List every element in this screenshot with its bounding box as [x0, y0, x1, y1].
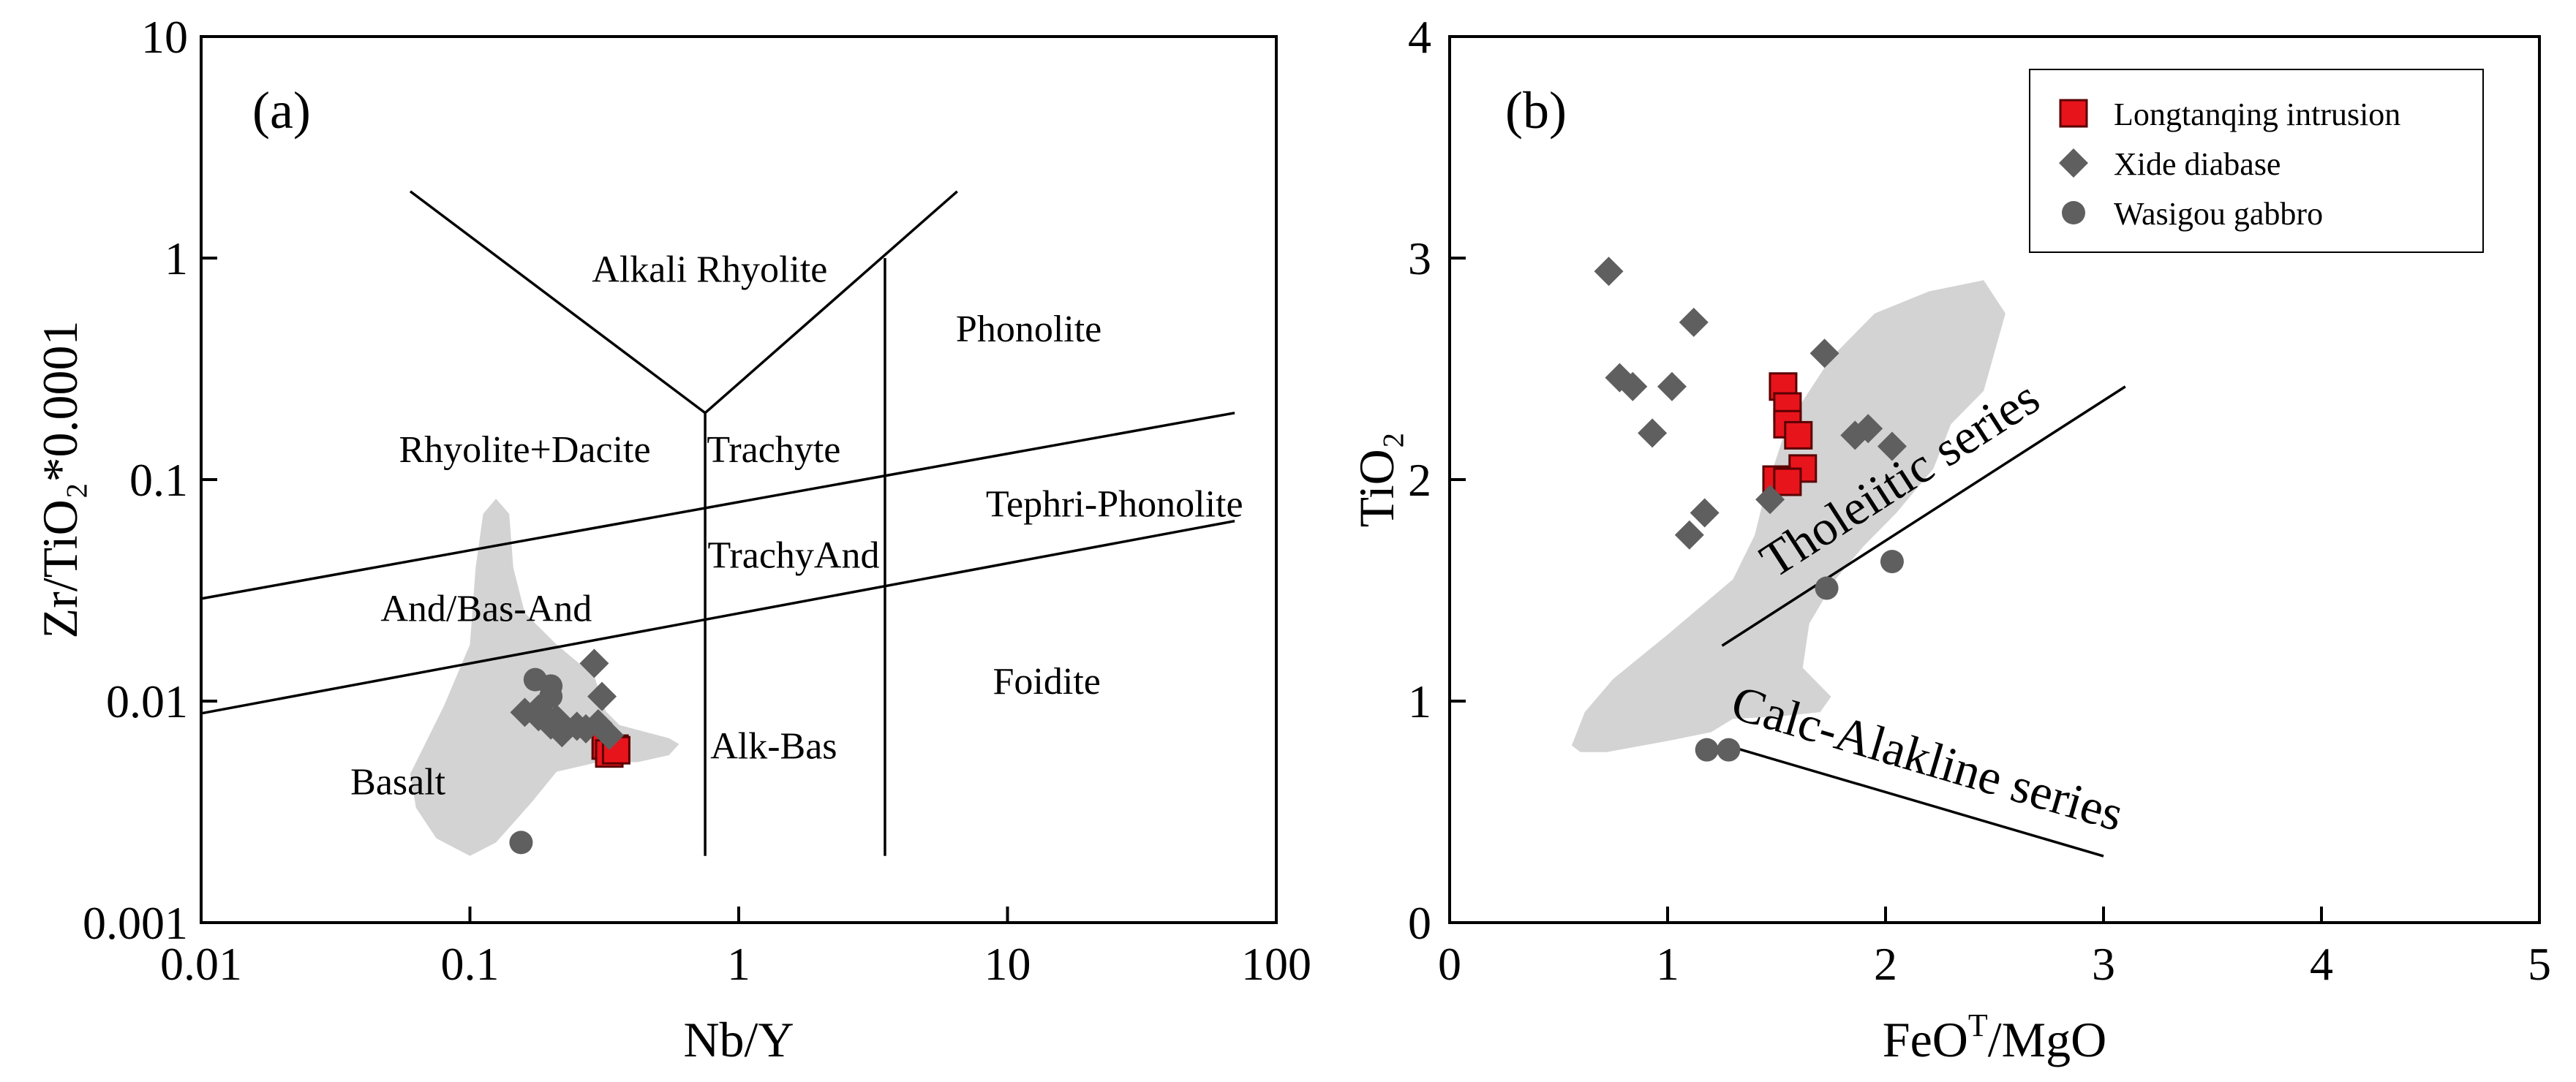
xide-diabase-point [1674, 520, 1704, 550]
panel-a-x-tick-label: 1 [727, 938, 750, 990]
legend-marker-xide-diabase [2059, 148, 2088, 178]
panel-b-x-axis-label: FeOT/MgO [1883, 1007, 2106, 1067]
xide-diabase-point [587, 681, 617, 711]
xide-diabase-point [1877, 431, 1907, 461]
longtanqing-intrusion-point [1773, 467, 1802, 496]
legend-label-longtanqing-intrusion: Longtanqing intrusion [2114, 97, 2400, 132]
panel-b-y-tick-label: 1 [1408, 676, 1431, 727]
panel-a-y-tick-label: 0.1 [129, 454, 188, 506]
panel-b-gray-field [1571, 280, 2006, 752]
panel-a-x-axis-label: Nb/Y [683, 1012, 794, 1067]
panel-a-y-tick-label: 1 [165, 232, 188, 284]
panel-b-x-tick-label: 4 [2310, 938, 2333, 990]
wasigou-gabbro-point [539, 684, 563, 708]
legend-marker-wasigou-gabbro [2062, 201, 2085, 224]
xide-diabase-point [1638, 418, 1668, 448]
panel-b-x-label-main: FeO [1883, 1012, 1968, 1067]
panel-b-x-tick-label: 5 [2528, 938, 2551, 990]
panel-a-x-tick-label: 10 [984, 938, 1031, 990]
panel-b-y-tick-label: 4 [1408, 11, 1431, 63]
panel-a-x-tick-label: 0.01 [160, 938, 242, 990]
panel-a-y-tick-label: 10 [141, 11, 188, 63]
field-label-rhyolite-dacite: Rhyolite+Dacite [399, 429, 650, 471]
panel-a-points [509, 648, 630, 855]
xide-diabase-point [1755, 485, 1785, 515]
panel-a-y-tick-label: 0.01 [106, 676, 188, 727]
panel-b-y-tick-label: 2 [1408, 454, 1431, 506]
panel-b-x-tick-label: 2 [1874, 938, 1897, 990]
field-label-and-bas-and: And/Bas-And [380, 588, 592, 629]
panel-b-y-tick-label: 0 [1408, 897, 1431, 949]
panel-b-ticks: 0 1 2 3 4 5 0 1 2 3 4 [1408, 11, 2551, 990]
wasigou-gabbro-point [1880, 550, 1904, 574]
field-label-trachyand: TrachyAnd [708, 535, 880, 577]
field-label-phonolite: Phonolite [956, 309, 1101, 350]
legend-label-xide-diabase: Xide diabase [2114, 146, 2281, 182]
xide-diabase-point [1690, 498, 1720, 528]
panel-b-y-axis-label: TiO₂ [1349, 432, 1404, 528]
field-label-alkali-rhyolite: Alkali Rhyolite [592, 249, 827, 291]
panel-a-y-tick-label: 0.001 [83, 897, 188, 949]
panel-b-x-tick-label: 1 [1656, 938, 1679, 990]
longtanqing-intrusion-point [1784, 420, 1813, 450]
panel-b-x-tick-label: 3 [2092, 938, 2115, 990]
field-label-tephri-phonolite: Tephri-Phonolite [986, 484, 1243, 526]
legend-marker-longtanqing-intrusion [2059, 99, 2088, 128]
panel-b-trend-lines [1721, 385, 2126, 858]
panel-a-field-labels: Alkali Rhyolite Phonolite Rhyolite+Dacite T… [350, 249, 1243, 803]
wasigou-gabbro-point [1815, 576, 1839, 600]
panel-a-boundary-line [704, 190, 958, 415]
xide-diabase-point [1809, 338, 1839, 368]
panel-b-points [1594, 257, 1907, 762]
panel-a-x-tick-label: 100 [1241, 938, 1311, 990]
panel-b-y-tick-label: 3 [1408, 232, 1431, 284]
panel-b-legend: Longtanqing intrusion Xide diabase Wasigou… [2029, 69, 2484, 253]
field-label-alk-bas: Alk-Bas [710, 726, 837, 768]
panel-b-x-label-sup: T [1968, 1007, 1988, 1043]
xide-diabase-point [1657, 371, 1687, 401]
panel-a-y-axis-label: Zr/TiO₂*0.0001 [32, 321, 88, 639]
wasigou-gabbro-point [1695, 738, 1719, 762]
legend-box [2029, 69, 2484, 253]
xide-diabase-point [1853, 414, 1883, 444]
panel-a-boundary-line [200, 412, 1235, 600]
field-label-trachyte: Trachyte [707, 429, 840, 471]
trend-label-calc-alakline-series: Calc-Alakline series [1725, 674, 2129, 841]
xide-diabase-point [579, 648, 609, 678]
legend-label-wasigou-gabbro: Wasigou gabbro [2114, 196, 2323, 232]
panel-b-field-layer [1571, 280, 2006, 752]
xide-diabase-point [595, 720, 625, 750]
panel-b-label: (b) [1505, 81, 1567, 140]
panel-a-boundary-lines [200, 190, 1235, 856]
wasigou-gabbro-point [1717, 738, 1741, 762]
panel-b-x-tick-label: 0 [1438, 938, 1461, 990]
xide-diabase-point [1594, 257, 1624, 287]
field-label-foidite: Foidite [993, 661, 1101, 703]
panel-a-boundary-line [200, 519, 1235, 715]
panel-a-label: (a) [252, 81, 311, 140]
trend-line-tholeiitic-series [1721, 385, 2126, 647]
xide-diabase-point [1679, 307, 1709, 337]
field-label-basalt: Basalt [350, 761, 446, 803]
trend-line-calc-alakline-series [1725, 744, 2104, 858]
panel-b-x-label-suffix: /MgO [1988, 1012, 2106, 1067]
wasigou-gabbro-point [509, 831, 533, 855]
xide-diabase-point [1618, 371, 1648, 401]
panel-a-x-tick-label: 0.1 [441, 938, 500, 990]
panel-a-boundary-line [409, 190, 707, 415]
